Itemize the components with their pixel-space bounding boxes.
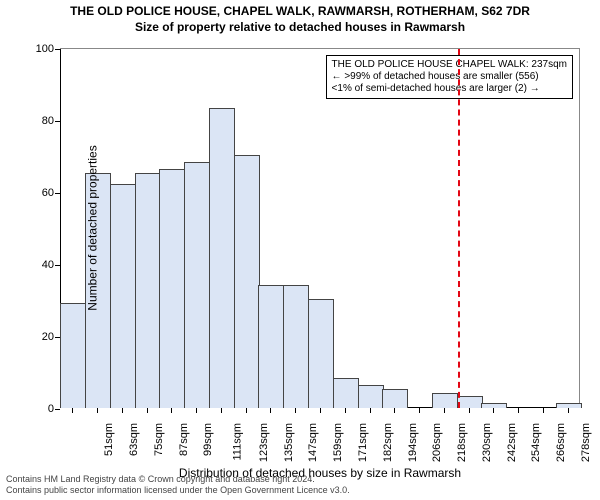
x-tick-label: 87sqm <box>178 423 190 456</box>
figure: { "title_line1": "THE OLD POLICE HOUSE, … <box>0 0 600 500</box>
bar <box>382 389 408 408</box>
x-tick <box>518 408 519 413</box>
bar <box>234 155 260 408</box>
x-tick-label: 254sqm <box>530 423 542 462</box>
x-tick-label: 218sqm <box>456 423 468 462</box>
bar <box>481 403 507 408</box>
annotation-line: THE OLD POLICE HOUSE CHAPEL WALK: 237sqm <box>332 59 567 71</box>
y-axis-label: Number of detached properties <box>86 145 100 310</box>
x-tick-label: 242sqm <box>506 423 518 462</box>
x-tick <box>147 408 148 413</box>
x-tick-label: 278sqm <box>580 423 592 462</box>
bar <box>184 162 210 408</box>
x-tick <box>394 408 395 413</box>
x-tick-label: 51sqm <box>103 423 115 456</box>
x-tick-label: 182sqm <box>382 423 394 462</box>
x-tick <box>97 408 98 413</box>
x-tick <box>543 408 544 413</box>
title-line-1: THE OLD POLICE HOUSE, CHAPEL WALK, RAWMA… <box>0 0 600 18</box>
x-tick-label: 266sqm <box>555 423 567 462</box>
x-tick <box>246 408 247 413</box>
bar <box>432 393 458 408</box>
x-tick <box>221 408 222 413</box>
x-tick-label: 75sqm <box>153 423 165 456</box>
bar <box>110 184 136 408</box>
plot-area: THE OLD POLICE HOUSE CHAPEL WALK: 237sqm… <box>60 48 580 408</box>
bar <box>556 403 582 408</box>
x-tick <box>370 408 371 413</box>
x-tick-label: 135sqm <box>283 423 295 462</box>
x-tick-label: 123sqm <box>258 423 270 462</box>
bar <box>159 169 185 408</box>
x-tick-label: 147sqm <box>308 423 320 462</box>
x-tick <box>444 408 445 413</box>
y-tick-label: 60 <box>22 187 54 199</box>
bar <box>358 385 384 408</box>
y-tick-label: 20 <box>22 331 54 343</box>
annotation-line: <1% of semi-detached houses are larger (… <box>332 83 567 95</box>
y-tick-label: 40 <box>22 259 54 271</box>
annotation-box: THE OLD POLICE HOUSE CHAPEL WALK: 237sqm… <box>326 55 573 99</box>
x-tick <box>469 408 470 413</box>
y-tick <box>55 337 60 338</box>
x-tick <box>72 408 73 413</box>
x-tick-label: 159sqm <box>332 423 344 462</box>
marker-line <box>458 49 460 408</box>
title-line-2: Size of property relative to detached ho… <box>0 18 600 34</box>
x-tick-label: 111sqm <box>232 423 244 461</box>
footer-line-2: Contains public sector information licen… <box>6 485 350 496</box>
footer-line-1: Contains HM Land Registry data © Crown c… <box>6 474 350 485</box>
x-tick <box>419 408 420 413</box>
y-tick <box>55 193 60 194</box>
bar <box>333 378 359 408</box>
bar <box>457 396 483 408</box>
x-tick <box>270 408 271 413</box>
x-tick-label: 230sqm <box>481 423 493 462</box>
x-tick <box>295 408 296 413</box>
bar <box>60 303 86 408</box>
x-tick-label: 194sqm <box>407 423 419 462</box>
bar <box>209 108 235 408</box>
x-tick-label: 206sqm <box>431 423 443 462</box>
x-tick <box>320 408 321 413</box>
x-tick-label: 99sqm <box>202 423 214 456</box>
y-tick-label: 0 <box>22 403 54 415</box>
footer-attribution: Contains HM Land Registry data © Crown c… <box>6 474 350 497</box>
x-tick <box>171 408 172 413</box>
bar <box>308 299 334 408</box>
y-tick-label: 100 <box>22 43 54 55</box>
bar <box>135 173 161 408</box>
y-tick <box>55 265 60 266</box>
x-tick-label: 63sqm <box>128 423 140 456</box>
annotation-line: ← >99% of detached houses are smaller (5… <box>332 71 567 83</box>
bar <box>283 285 309 408</box>
x-tick <box>345 408 346 413</box>
bar <box>258 285 284 408</box>
y-tick <box>55 49 60 50</box>
y-tick <box>55 121 60 122</box>
y-tick-label: 80 <box>22 115 54 127</box>
x-tick <box>493 408 494 413</box>
x-tick-label: 171sqm <box>357 423 369 462</box>
x-tick <box>568 408 569 413</box>
chart-area: THE OLD POLICE HOUSE CHAPEL WALK: 237sqm… <box>60 48 580 408</box>
x-tick <box>196 408 197 413</box>
x-tick <box>122 408 123 413</box>
y-tick <box>55 409 60 410</box>
